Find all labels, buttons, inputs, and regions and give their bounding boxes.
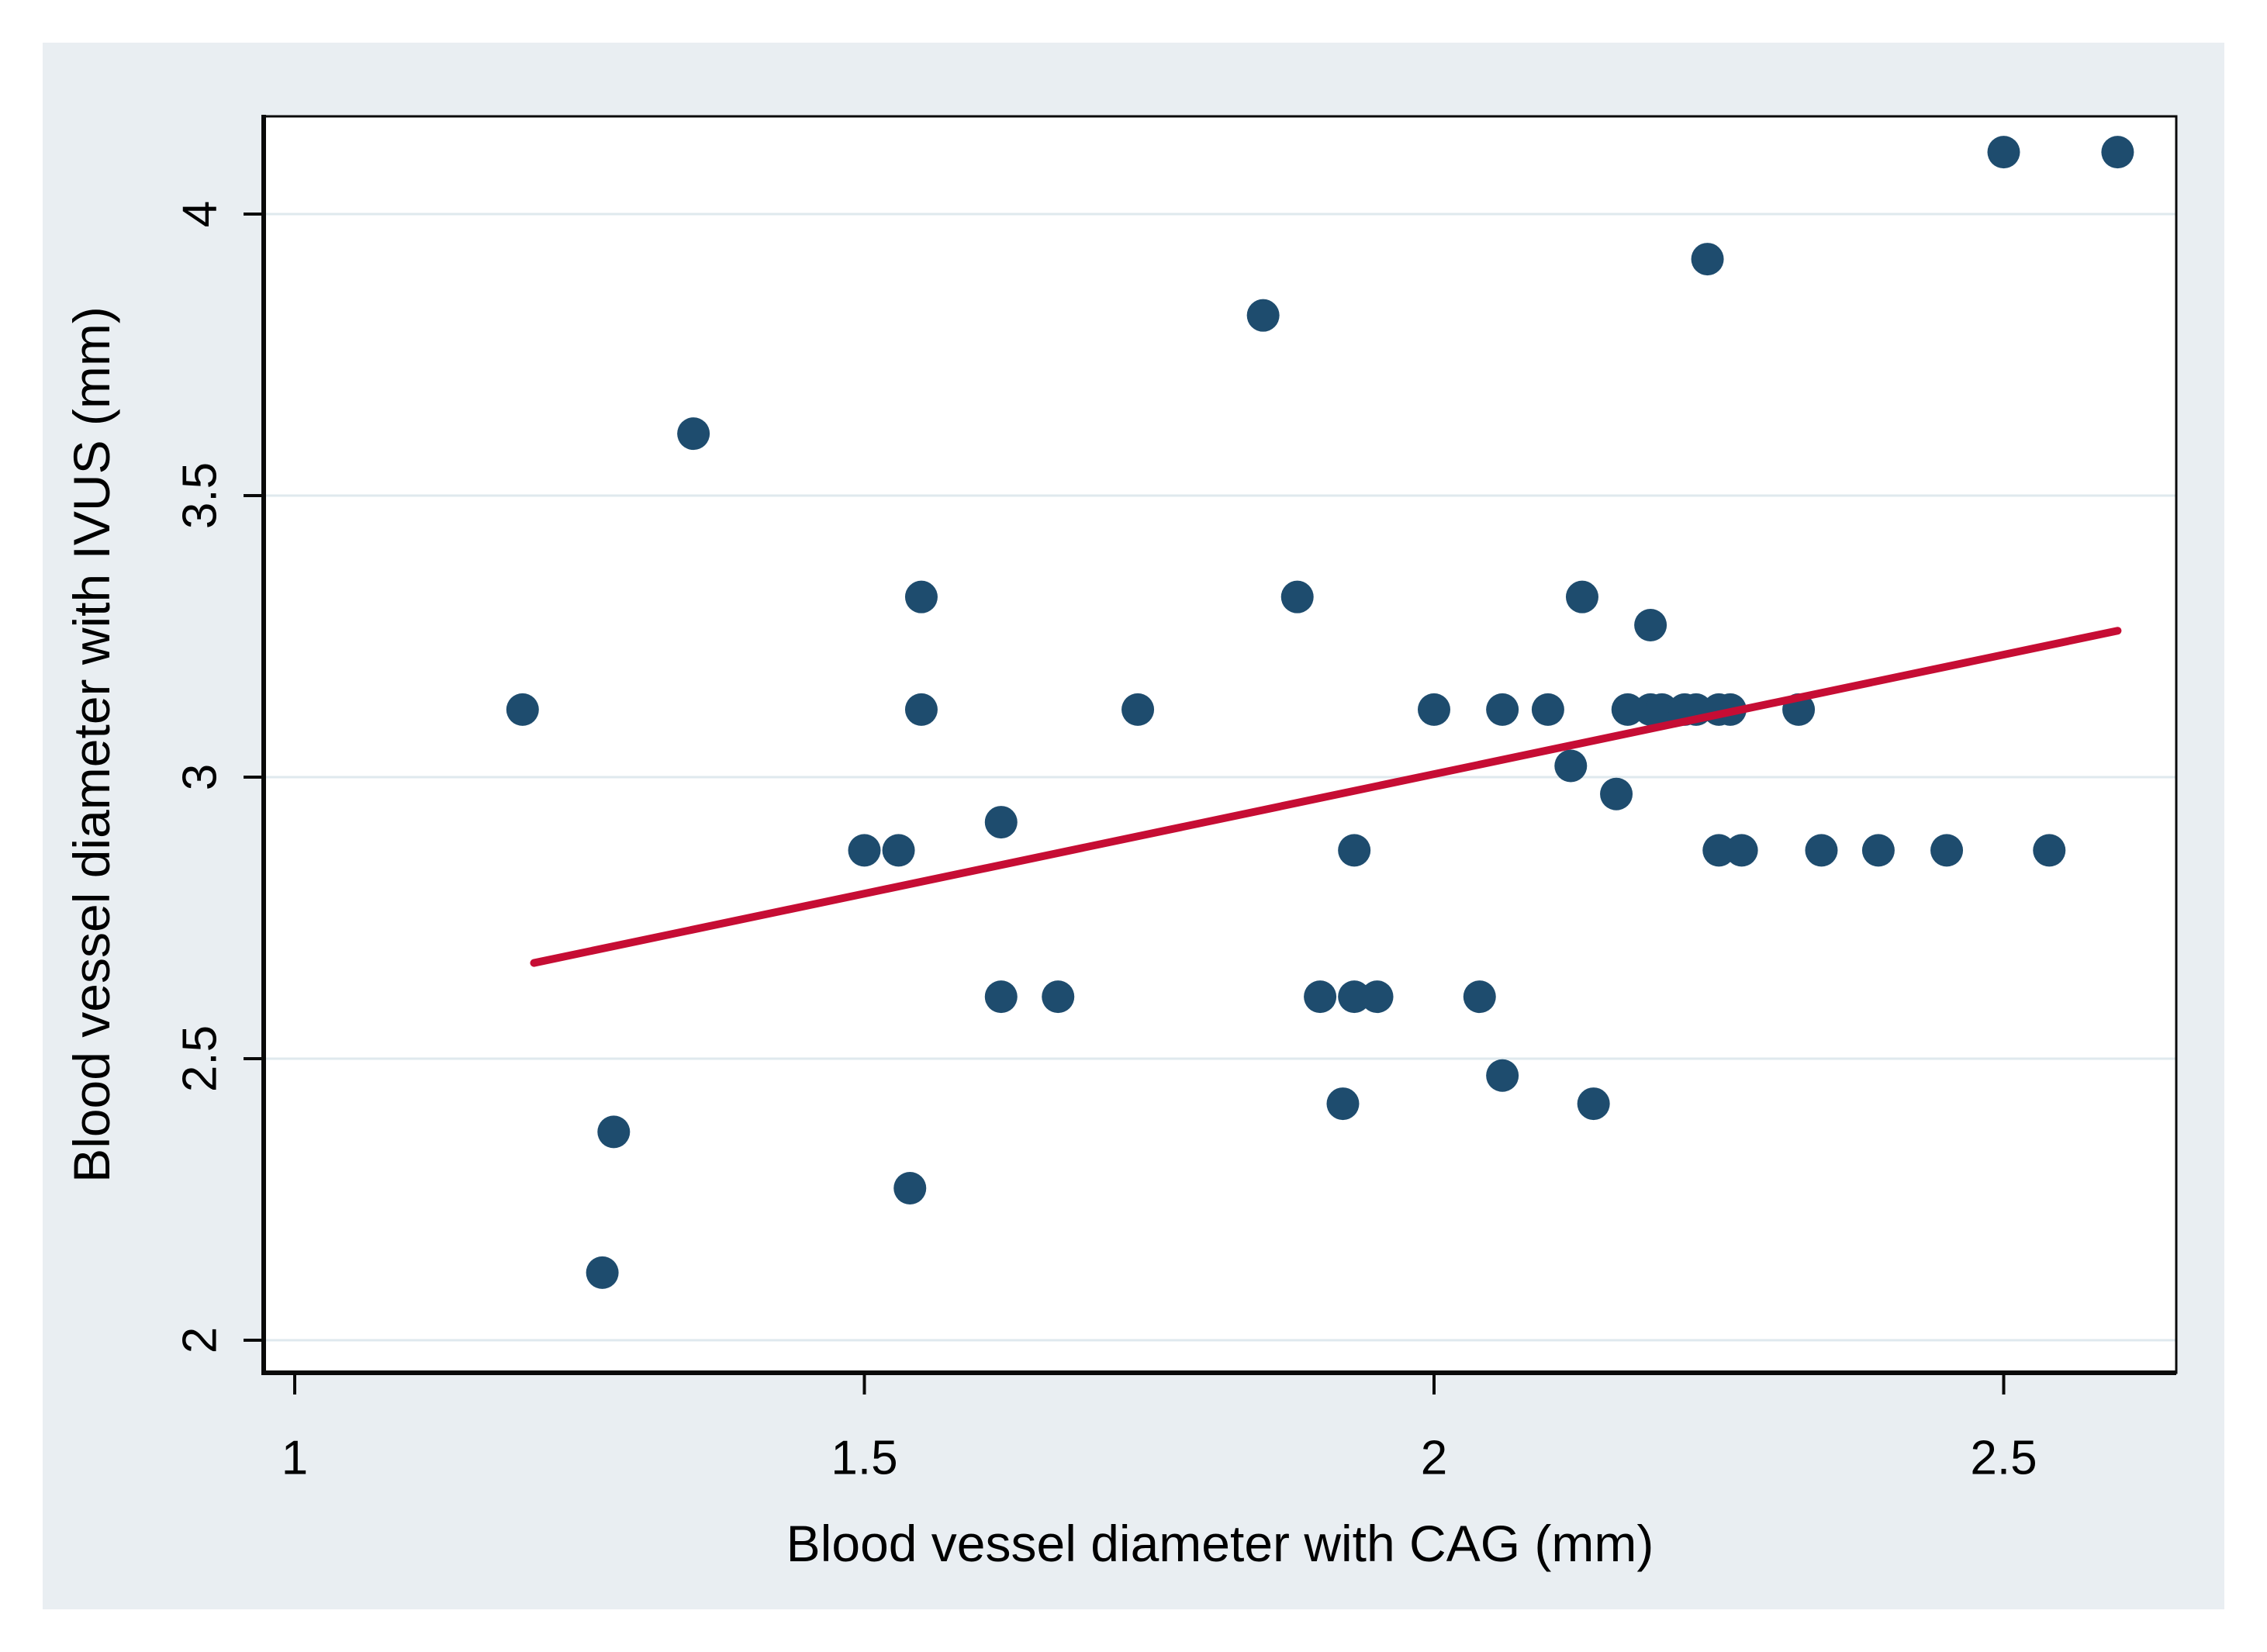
plot-area	[264, 116, 2176, 1373]
y-tick-label: 4	[174, 201, 227, 227]
y-tick-label: 2	[174, 1327, 227, 1353]
scatter-point	[984, 806, 1018, 839]
y-tick-label: 3.5	[174, 462, 227, 529]
scatter-point	[882, 834, 915, 867]
scatter-point	[1338, 980, 1371, 1014]
scatter-point	[677, 417, 710, 451]
scatter-point	[1304, 980, 1337, 1014]
scatter-point	[506, 693, 539, 726]
scatter-point	[1691, 243, 1724, 276]
scatter-point	[1600, 777, 1633, 810]
y-axis-title: Blood vessel diameter with IVUS (mm)	[63, 306, 120, 1183]
scatter-point	[1645, 693, 1678, 726]
scatter-point	[1987, 136, 2020, 169]
scatter-point	[1861, 834, 1895, 867]
scatter-point	[1121, 693, 1155, 726]
scatter-point	[1338, 834, 1371, 867]
scatter-point	[1725, 834, 1758, 867]
scatter-point	[1326, 1087, 1360, 1121]
scatter-point	[1634, 608, 1667, 641]
x-tick-label: 2	[1421, 1432, 1447, 1485]
scatter-point	[1463, 980, 1496, 1014]
scatter-point	[1280, 580, 1314, 613]
scatter-point	[1486, 1059, 1519, 1092]
scatter-point	[2101, 136, 2134, 169]
scatter-point	[1702, 834, 1736, 867]
scatter-point	[893, 1171, 927, 1204]
y-tick-label: 2.5	[174, 1025, 227, 1092]
scatter-point	[1611, 693, 1644, 726]
x-axis-title: Blood vessel diameter with CAG (mm)	[786, 1515, 1654, 1572]
scatter-point	[1577, 1087, 1610, 1121]
scatter-point	[1246, 299, 1280, 332]
scatter-point	[1554, 749, 1588, 783]
trend-line	[530, 627, 2122, 967]
scatter-point	[597, 1115, 631, 1149]
scatter-point	[1360, 980, 1394, 1014]
y-tick-label: 3	[174, 764, 227, 790]
x-tick-label: 1	[282, 1432, 308, 1485]
x-tick-label: 2.5	[1970, 1432, 2037, 1485]
scatter-point	[1418, 693, 1450, 726]
x-tick-label: 1.5	[831, 1432, 897, 1485]
scatter-point	[904, 580, 938, 613]
scatter-point	[1531, 693, 1564, 726]
scatter-point	[1565, 580, 1598, 613]
scatter-point	[1805, 834, 1838, 867]
scatter-point	[1930, 834, 1964, 867]
scatter-point	[2033, 834, 2066, 867]
scatter-point	[848, 834, 881, 867]
scatter-point	[904, 693, 938, 726]
scatter-point	[1486, 693, 1519, 726]
scatter-point	[1042, 980, 1075, 1014]
scatter-point	[586, 1256, 619, 1289]
scatter-point	[984, 980, 1018, 1014]
